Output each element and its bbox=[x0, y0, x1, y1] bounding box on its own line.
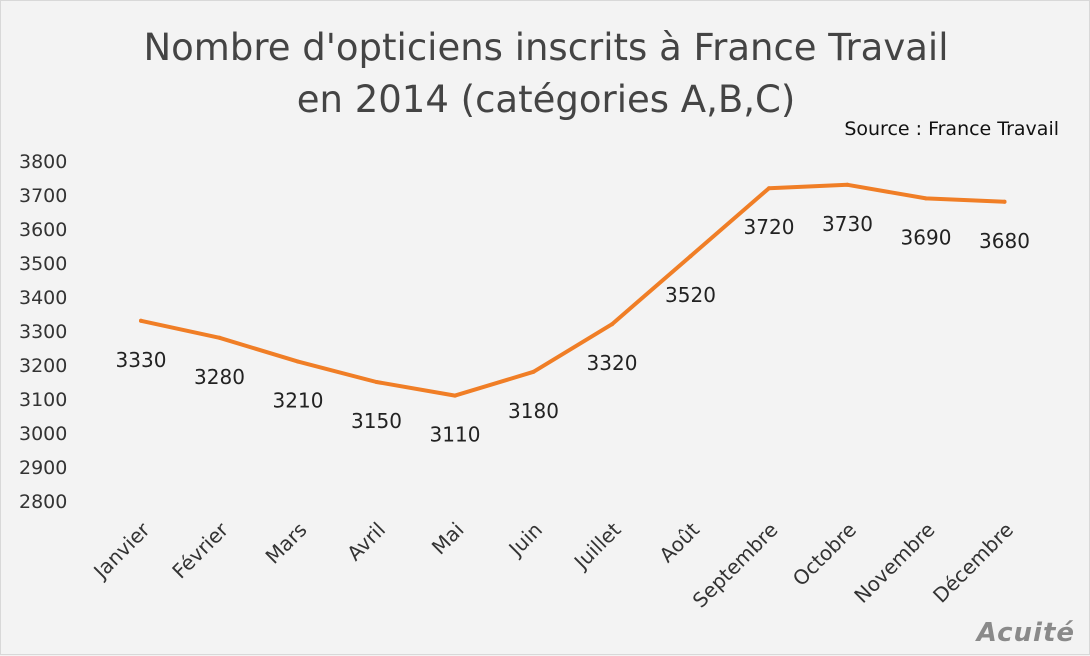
y-tick-label: 3000 bbox=[19, 423, 67, 445]
data-label: 3720 bbox=[744, 215, 795, 239]
chart-title-line-1: Nombre d'opticiens inscrits à France Tra… bbox=[143, 26, 949, 69]
data-label: 3210 bbox=[273, 389, 324, 413]
data-point bbox=[296, 359, 300, 364]
x-tick-label: Mai bbox=[427, 518, 469, 560]
x-tick-label: Août bbox=[654, 517, 704, 567]
data-label: 3730 bbox=[822, 212, 873, 236]
y-tick-label: 3500 bbox=[19, 253, 67, 275]
y-tick-label: 3100 bbox=[19, 389, 67, 411]
y-tick-label: 3600 bbox=[19, 219, 67, 241]
x-tick-label: Novembre bbox=[849, 518, 939, 608]
x-tick-label: Février bbox=[167, 517, 233, 583]
y-tick-label: 3400 bbox=[19, 287, 67, 309]
x-tick-label: Mars bbox=[261, 518, 312, 569]
data-label: 3520 bbox=[665, 283, 716, 307]
y-tick-label: 3800 bbox=[19, 151, 67, 173]
data-label: 3330 bbox=[116, 348, 167, 372]
data-label: 3680 bbox=[979, 229, 1030, 253]
data-label: 3690 bbox=[901, 225, 952, 249]
data-labels: 3330 3280 3210 3150 3110 3180 3320 3520 3720 3730… bbox=[116, 212, 1030, 447]
x-tick-label: Décembre bbox=[928, 518, 1018, 608]
x-axis: Janvier Février Mars Avril Mai Juin Juillet Aoû… bbox=[88, 517, 1018, 612]
y-tick-label: 2900 bbox=[19, 457, 67, 479]
series-layer bbox=[139, 182, 1007, 398]
acuite-logo: Acuité bbox=[976, 618, 1075, 648]
x-tick-label: Juin bbox=[503, 518, 547, 562]
data-point bbox=[453, 393, 457, 398]
x-tick-label: Septembre bbox=[688, 518, 783, 613]
x-tick-label: Juillet bbox=[568, 517, 626, 575]
chart-source: Source : France Travail bbox=[844, 118, 1059, 140]
x-tick-label: Octobre bbox=[788, 518, 861, 591]
data-point bbox=[767, 186, 771, 191]
data-point bbox=[610, 322, 614, 327]
data-point bbox=[688, 254, 693, 259]
y-tick-label: 3700 bbox=[19, 185, 67, 207]
y-tick-label: 3300 bbox=[19, 321, 67, 343]
data-label: 3180 bbox=[508, 399, 559, 423]
y-tick-label: 3200 bbox=[19, 355, 67, 377]
x-tick-label: Janvier bbox=[88, 517, 156, 585]
data-label: 3110 bbox=[430, 423, 481, 447]
y-tick-label: 2800 bbox=[19, 491, 67, 513]
series-line bbox=[139, 182, 1007, 398]
data-label: 3320 bbox=[587, 351, 638, 375]
y-axis: 3800 3700 3600 3500 3400 3300 3200 3100 3000 2900… bbox=[19, 151, 67, 513]
data-point bbox=[924, 196, 928, 201]
data-point bbox=[1002, 199, 1007, 204]
data-point bbox=[374, 380, 379, 384]
data-label: 3150 bbox=[351, 409, 402, 433]
data-point bbox=[139, 318, 143, 323]
data-point bbox=[217, 335, 222, 340]
data-point bbox=[845, 182, 850, 187]
data-label: 3280 bbox=[194, 365, 245, 389]
chart-title-line-2: en 2014 (catégories A,B,C) bbox=[296, 78, 796, 121]
x-tick-label: Avril bbox=[342, 518, 390, 566]
data-point bbox=[531, 369, 536, 374]
